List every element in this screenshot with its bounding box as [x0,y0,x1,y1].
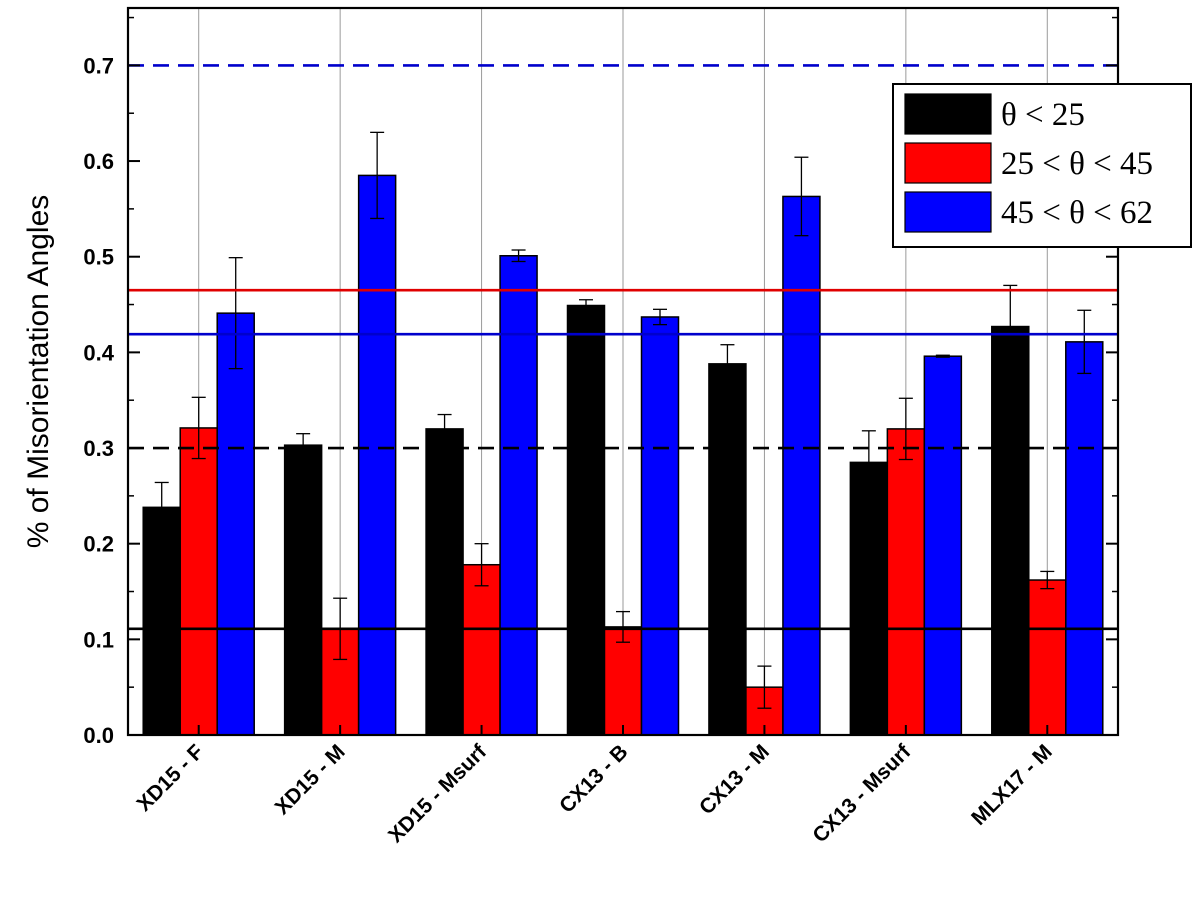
legend-label-1: 25 < θ < 45 [1001,146,1153,182]
category-label-0: XD15 - F [133,740,209,816]
bar-s0-c2 [425,428,464,736]
bar-s0-c4 [708,363,747,736]
bar-s2-c5 [923,355,963,736]
category-label-2: XD15 - Msurf [384,740,492,848]
ytick-label-7: 0.7 [83,53,114,78]
ytick-label-6: 0.6 [83,149,114,174]
legend-label-2: 45 < θ < 62 [1001,195,1153,231]
ytick-label-2: 0.2 [83,532,114,557]
category-label-5: CX13 - Msurf [808,740,916,848]
bar-s1-c0 [179,427,218,736]
ytick-label-3: 0.3 [83,436,114,461]
y-axis-title: % of Misorientation Angles [22,195,55,549]
category-label-4: CX13 - M [695,740,774,819]
bar-s1-c5 [886,428,926,736]
category-label-6: MLX17 - M [967,740,1057,830]
category-label-1: XD15 - M [271,740,350,819]
bar-s2-c3 [640,316,680,736]
bar-s1-c3 [603,626,643,736]
bar-s2-c1 [357,174,397,736]
bar-s0-c6 [991,325,1030,736]
bar-s2-c4 [782,195,821,736]
legend-swatch-0 [904,93,992,135]
category-label-3: CX13 - B [555,740,632,817]
ytick-label-0: 0.0 [83,723,114,748]
bar-s2-c6 [1065,341,1104,736]
legend-swatch-1 [904,142,992,184]
legend-swatch-2 [904,191,992,233]
bar-s0-c1 [283,444,323,736]
bar-s0-c5 [849,461,889,736]
bar-s0-c0 [142,506,181,736]
legend-label-0: θ < 25 [1001,97,1085,133]
ytick-label-4: 0.4 [83,340,114,365]
legend: θ < 25 25 < θ < 45 45 < θ < 62 [892,83,1192,248]
ytick-label-5: 0.5 [83,245,114,270]
bar-s1-c2 [462,563,501,736]
bar-s1-c6 [1028,579,1067,736]
ticks-layer [128,16,1118,736]
bars-layer [142,174,1104,736]
reference-lines-layer [128,64,1118,631]
ytick-label-1: 0.1 [83,627,114,652]
bar-s2-c2 [499,255,538,736]
bar-s0-c3 [566,304,606,736]
bar-s2-c0 [216,312,255,736]
error-bars-layer [154,131,1092,709]
